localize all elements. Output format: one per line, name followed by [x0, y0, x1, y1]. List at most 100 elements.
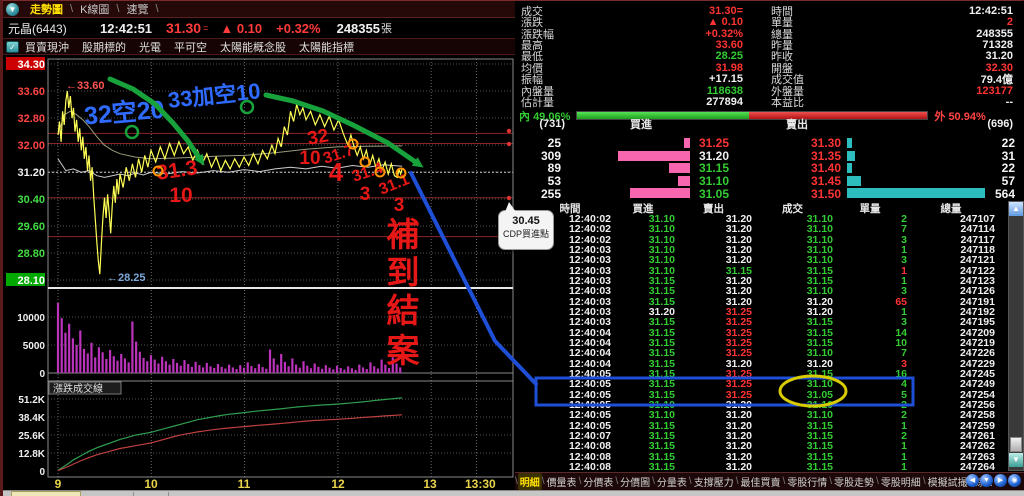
quote-value: 33.60: [715, 38, 743, 51]
trade-time: 12:40:05: [568, 378, 611, 391]
cdp-tooltip: 30.45 CDP買進點: [498, 202, 554, 250]
tab-分價表[interactable]: 分價表: [583, 478, 614, 489]
deal-price: 31.05: [806, 388, 833, 401]
ask-volume-bar: [847, 163, 853, 174]
tick-header: 時間: [559, 203, 581, 215]
ask: 31.20: [725, 275, 752, 288]
tab-分量表[interactable]: 分量表: [656, 478, 687, 489]
quick-link-買賣現沖[interactable]: 買賣現沖: [25, 41, 69, 54]
nav-right-button[interactable]: ▶: [994, 474, 1007, 487]
scroll-down-button[interactable]: ▼: [1009, 453, 1023, 467]
lot-size: 1: [901, 264, 907, 277]
tab-零股明細[interactable]: 零股明細: [880, 478, 921, 489]
quote-label: 外盤量: [771, 85, 804, 98]
lot-size: 1: [901, 306, 907, 319]
quick-link-股期標的[interactable]: 股期標的: [82, 41, 126, 54]
volume-bar: [56, 303, 60, 373]
book-row[interactable]: 309 31.20 31.35 31: [515, 149, 1024, 163]
cum-volume: 247126: [959, 285, 995, 298]
quick-link-平可空[interactable]: 平可空: [174, 41, 207, 54]
nav-left-button[interactable]: ◀: [966, 474, 979, 487]
quote-label: 昨收: [771, 51, 793, 64]
cum-volume: 247219: [959, 337, 995, 350]
bid: 31.15: [648, 337, 675, 350]
quote-row: 最低 28.25 昨收 31.20: [515, 50, 1024, 64]
lot-size: 1: [901, 275, 907, 288]
volume-bar: [361, 367, 365, 373]
hand-arrow-green: [263, 92, 420, 166]
tick-row: 12:40:05 31.15 31.25 31.15 16 247245: [515, 368, 1001, 381]
quote-label: 振幅: [521, 74, 543, 87]
tab-走勢圖[interactable]: 走勢圖: [30, 4, 63, 16]
trade-time: 12:40:05: [568, 409, 611, 422]
nav-down-button[interactable]: ▼: [980, 474, 993, 487]
volume-bar: [280, 353, 283, 373]
volume-axis-label: 5000: [23, 341, 46, 352]
tab-支撐壓力[interactable]: 支撐壓力: [693, 478, 734, 489]
tick-table-scrollbar[interactable]: ▲ ▼: [1008, 201, 1024, 471]
volume-bar: [168, 364, 171, 373]
arrow-up-icon: ▲: [1012, 204, 1020, 213]
lot-size: 3: [901, 316, 907, 329]
tick-row: 12:40:08 31.15 31.20 31.15 1 247262: [515, 440, 1001, 452]
bid-qty: 89: [547, 161, 561, 176]
volume-unit: 張: [380, 23, 392, 35]
tab-速覽[interactable]: 速覽: [126, 4, 149, 16]
bid-volume-bar: [630, 188, 690, 199]
ask-volume-bar: [847, 188, 985, 199]
quick-link-太陽能概念股[interactable]: 太陽能概念股: [220, 41, 286, 54]
book-row[interactable]: 89 31.15 31.40 22: [515, 161, 1024, 176]
tab-分價圖[interactable]: 分價圖: [620, 478, 651, 489]
nav-cycle-button[interactable]: ◉: [1008, 474, 1021, 487]
quote-row: 估計量 277894 本益比 --: [515, 96, 1024, 109]
subchart-title: 漲跌成交線: [53, 382, 103, 395]
tab-零股行情[interactable]: 零股行情: [787, 478, 828, 489]
checkbox-button[interactable]: ✓: [6, 40, 19, 53]
tick-header-row: 時間 買進 賣出 成交 單量 總量: [515, 201, 1001, 215]
tick-header: 賣出: [703, 203, 724, 215]
cum-volume: 247191: [959, 295, 995, 308]
detail-tabs-bar: \ 明細 \ 價量表 \ 分價表 \ 分價圖 \ 分量表 \ 支撐壓力 \ 最佳買賣 \ 零股行情 \ 零股走勢 \…: [515, 472, 1024, 490]
tab-最佳買賣[interactable]: 最佳買賣: [740, 478, 781, 489]
book-row[interactable]: 25 31.25 31.30 22: [515, 136, 1024, 150]
lot-size: 2: [901, 213, 907, 225]
volume-bar: [265, 368, 268, 373]
book-row[interactable]: 53 31.10 31.45 57: [515, 174, 1024, 188]
book-row[interactable]: 255 31.05 31.50 564: [515, 187, 1024, 201]
time-axis-label: 13:30: [465, 477, 496, 491]
tab-零股走勢[interactable]: 零股走勢: [834, 478, 875, 489]
cumulative-axis-label: 38.4K: [18, 413, 45, 424]
trade-time: 12:40:08: [568, 461, 611, 474]
volume-bar: [358, 364, 361, 373]
volume-bar: [283, 361, 287, 373]
tab-價量表[interactable]: 價量表: [546, 478, 577, 489]
horizontal-scrollbar[interactable]: [3, 490, 1024, 496]
trade-time: 12:40:03: [568, 285, 611, 298]
quote-value: 123177: [976, 84, 1013, 97]
bid: 31.15: [648, 388, 675, 401]
tick-header: 單量: [859, 203, 881, 215]
tab-K線圖[interactable]: K線圖: [80, 4, 110, 16]
cum-volume: 247114: [960, 223, 995, 236]
trade-time: 12:40:05: [568, 368, 611, 381]
volume-bar: [328, 367, 331, 373]
trade-time: 12:40:03: [568, 244, 611, 257]
volume-bar: [224, 368, 227, 373]
quick-link-太陽能指標[interactable]: 太陽能指標: [299, 41, 354, 54]
tab-明細[interactable]: 明細: [517, 473, 542, 490]
volume-bar: [164, 361, 167, 373]
deal-price: 31.10: [806, 233, 833, 246]
scrollbar-thumb[interactable]: [1010, 437, 1022, 452]
intraday-chart-canvas[interactable]: 34.30 33.60 32.80 32.00 31.20 30.40 29.60 28.80…: [3, 55, 515, 491]
lot-size: 1: [901, 244, 907, 257]
scroll-up-button[interactable]: ▲: [1009, 202, 1023, 216]
bid: 31.15: [648, 316, 675, 329]
hscrollbar-thumb[interactable]: [11, 491, 81, 496]
tick-row: 12:40:05 31.15 31.25 31.10 4 247249: [515, 378, 1001, 391]
tick-row: 12:40:03 31.15 31.20 31.10 3 247126: [515, 285, 1001, 298]
quick-link-光電[interactable]: 光電: [139, 41, 161, 54]
ask: 31.20: [725, 399, 752, 412]
dropdown-button[interactable]: ▼: [6, 2, 19, 16]
hand-note-red: 3: [360, 184, 371, 205]
tab-模擬試撮[interactable]: 模擬試撮: [927, 478, 968, 489]
